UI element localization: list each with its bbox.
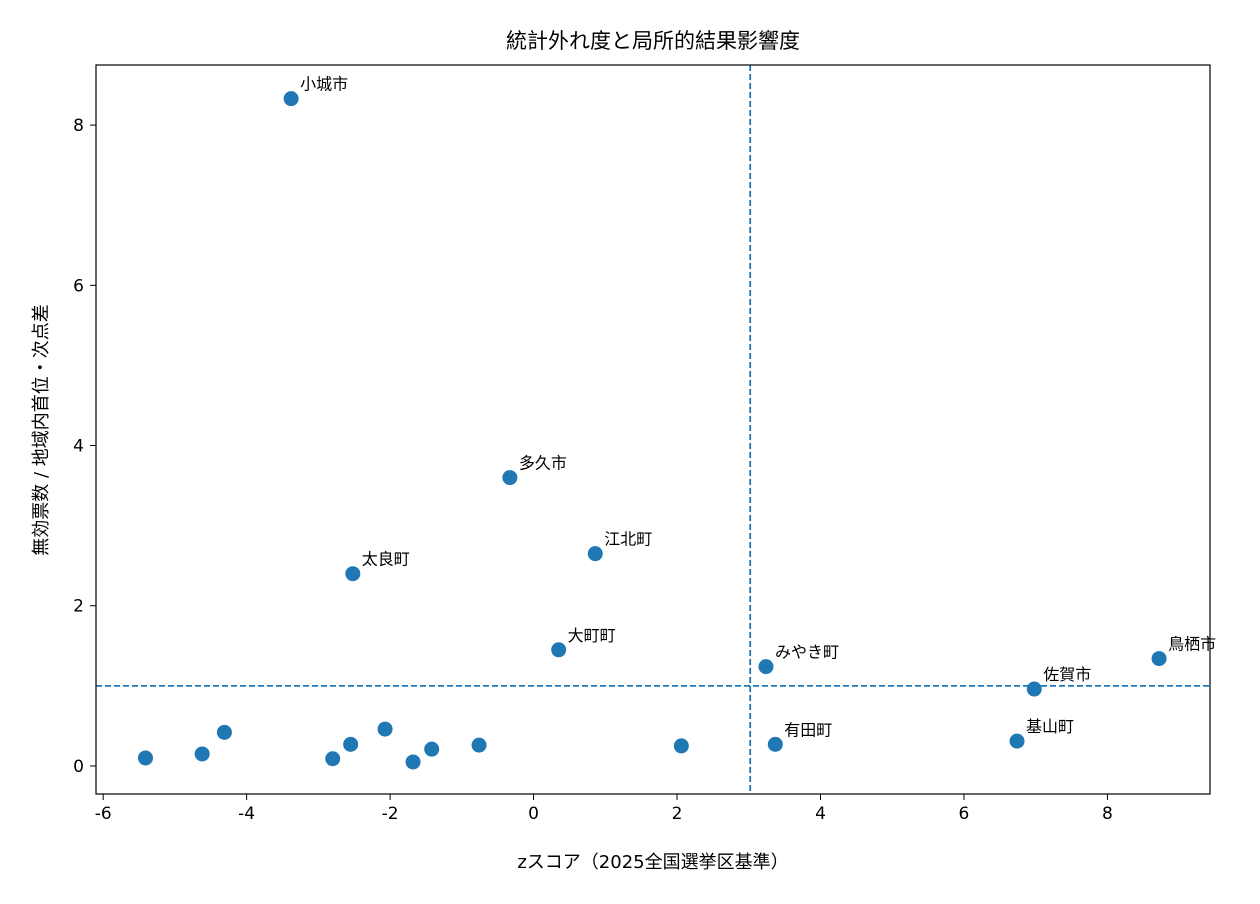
- x-tick-label: 4: [815, 804, 826, 824]
- point-label: 基山町: [1026, 717, 1074, 736]
- point-label: 多久市: [519, 454, 567, 473]
- data-point: [377, 721, 393, 737]
- point-label: 江北町: [604, 530, 652, 549]
- point-label: みやき町: [775, 643, 839, 662]
- x-tick-label: 6: [959, 804, 970, 824]
- point-label: 小城市: [300, 75, 348, 94]
- y-tick-label: 6: [73, 276, 84, 296]
- x-tick-label: 8: [1102, 804, 1113, 824]
- point-label: 鳥栖市: [1168, 635, 1216, 654]
- point-label: 太良町: [362, 550, 410, 569]
- y-tick-label: 0: [73, 757, 84, 777]
- x-tick-label: -4: [238, 804, 255, 824]
- y-tick-label: 2: [73, 597, 84, 617]
- data-point: [1026, 681, 1042, 697]
- chart-title: 統計外れ度と局所的結果影響度: [506, 29, 800, 53]
- data-point: [424, 741, 440, 757]
- data-point: [551, 642, 567, 658]
- x-tick-label: -6: [95, 804, 112, 824]
- data-point: [471, 737, 487, 753]
- data-point: [1009, 733, 1025, 749]
- data-point: [1151, 651, 1167, 667]
- x-tick-label: 2: [672, 804, 683, 824]
- data-point: [283, 91, 299, 107]
- point-label: 大町町: [568, 626, 616, 645]
- data-point: [767, 736, 783, 752]
- data-point: [137, 750, 153, 766]
- data-point: [343, 736, 359, 752]
- x-tick-label: -2: [382, 804, 399, 824]
- x-tick-label: 0: [528, 804, 539, 824]
- data-point: [345, 566, 361, 582]
- point-label: 有田町: [784, 720, 832, 739]
- data-point: [216, 724, 232, 740]
- data-point: [405, 754, 421, 770]
- y-tick-label: 8: [73, 116, 84, 136]
- data-point: [758, 659, 774, 675]
- x-axis-label: zスコア（2025全国選挙区基準）: [517, 852, 788, 873]
- axes-frame: [95, 64, 1211, 795]
- y-axis-label: 無効票数 / 地域内首位・次点差: [31, 304, 52, 556]
- data-point: [673, 738, 689, 754]
- data-point: [325, 751, 341, 767]
- y-tick-label: 4: [73, 437, 84, 457]
- data-point: [194, 746, 210, 762]
- data-point: [502, 470, 518, 486]
- data-point: [587, 546, 603, 562]
- point-label: 佐賀市: [1043, 665, 1091, 684]
